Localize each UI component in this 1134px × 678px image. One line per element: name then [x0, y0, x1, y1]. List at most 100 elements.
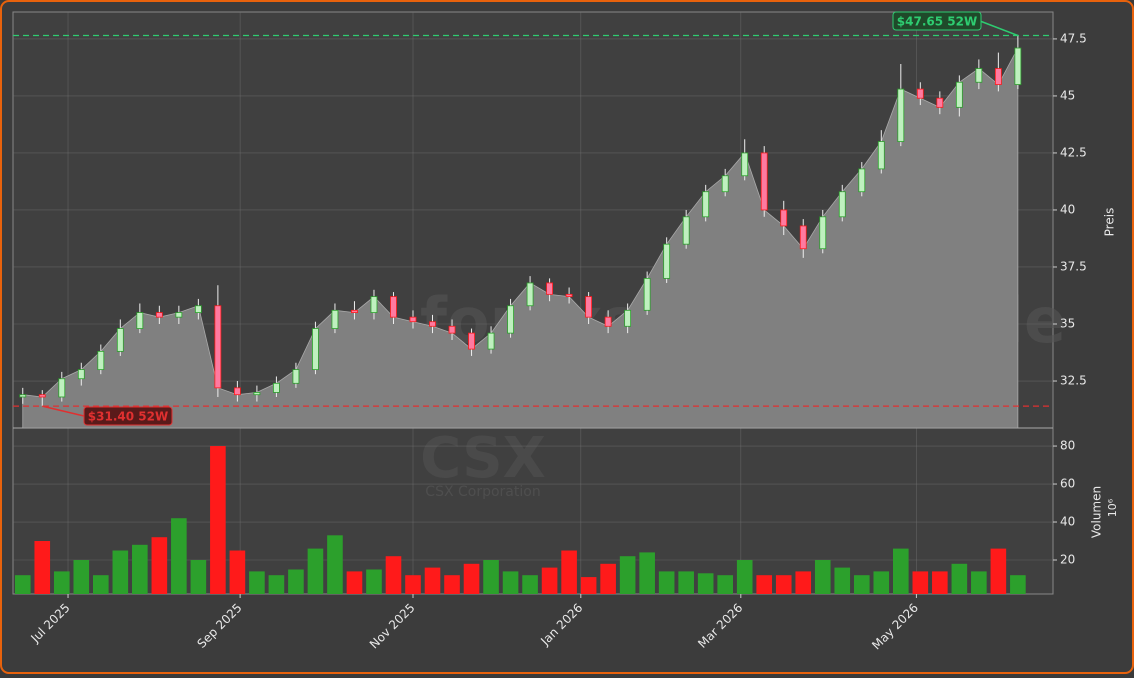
- y-tick-label: 47.5: [1060, 31, 1087, 45]
- candle-body: [507, 305, 514, 334]
- candle-body: [370, 296, 378, 313]
- volume-bar: [53, 571, 70, 594]
- candle-body: [155, 312, 163, 318]
- candle-body: [116, 328, 124, 352]
- y2-scale-label: 10⁶: [1106, 498, 1119, 517]
- candle-body: [273, 382, 280, 393]
- volume-bar: [249, 571, 265, 594]
- candle-body: [994, 68, 1002, 85]
- candle-body: [331, 309, 339, 329]
- candle-body: [38, 394, 46, 398]
- volume-bar: [932, 571, 948, 594]
- candle-body: [819, 216, 827, 250]
- volume-bar: [678, 571, 694, 594]
- volume-bar: [502, 571, 519, 594]
- candle-body: [19, 394, 27, 398]
- y2-tick-label: 20: [1060, 553, 1075, 567]
- volume-bar: [541, 567, 558, 594]
- candle-body: [897, 88, 905, 142]
- y-tick-label: 40: [1060, 202, 1075, 216]
- y2-axis-label: Volumen: [1090, 486, 1104, 538]
- volume-bar: [112, 550, 129, 594]
- candle-body: [351, 309, 358, 313]
- candle-body: [233, 387, 241, 396]
- candle-body: [526, 282, 534, 307]
- volume-bar: [990, 548, 1007, 594]
- volume-bar: [210, 446, 226, 594]
- candle-body: [292, 369, 300, 384]
- candle-body: [194, 305, 202, 313]
- volume-bar: [834, 567, 851, 594]
- volume-bar: [327, 535, 343, 594]
- volume-bar: [717, 575, 733, 594]
- candle-body: [955, 81, 963, 108]
- candle-body: [682, 216, 690, 245]
- candle-body: [799, 225, 807, 250]
- volume-bar: [853, 575, 870, 594]
- volume-bar: [600, 563, 616, 594]
- candle-body: [175, 312, 183, 318]
- volume-bar: [73, 560, 90, 594]
- volume-bar: [912, 571, 929, 594]
- y-tick-label: 42.5: [1060, 145, 1087, 159]
- candle-body: [877, 141, 885, 170]
- volume-bar: [444, 575, 460, 594]
- candle-body: [136, 312, 144, 329]
- candle-body: [429, 321, 436, 327]
- candle-body: [702, 191, 710, 218]
- volume-bar: [151, 537, 168, 594]
- volume-bar: [229, 550, 246, 594]
- candle-body: [409, 316, 417, 323]
- candle-body: [1014, 47, 1022, 85]
- candle-body: [214, 305, 222, 389]
- candle-body: [487, 332, 495, 350]
- volume-bar: [522, 575, 538, 594]
- candle-body: [760, 152, 768, 211]
- y2-tick-label: 80: [1060, 439, 1075, 453]
- volume-bar: [893, 548, 909, 594]
- volume-bar: [795, 571, 812, 594]
- volume-bar: [619, 556, 636, 594]
- volume-bar: [756, 575, 773, 594]
- volume-bar: [951, 563, 968, 594]
- volume-bar: [736, 560, 753, 594]
- y-tick-label: 45: [1060, 88, 1075, 102]
- volume-bar: [132, 544, 148, 594]
- volume-bar: [190, 560, 207, 594]
- candle-body: [585, 296, 593, 318]
- volume-bar: [405, 575, 421, 594]
- volume-bar: [366, 569, 382, 594]
- volume-bar: [268, 575, 285, 594]
- candle-body: [565, 293, 573, 298]
- volume-bar: [14, 575, 31, 594]
- company-watermark: CSX Corporation: [425, 484, 540, 500]
- volume-bar: [775, 575, 792, 594]
- volume-bar: [171, 518, 187, 594]
- candle-body: [721, 175, 729, 193]
- y-tick-label: 32.5: [1060, 374, 1087, 388]
- candle-body: [312, 328, 319, 371]
- candle-body: [390, 296, 397, 318]
- candle-body: [838, 191, 846, 218]
- volume-bar: [580, 577, 597, 594]
- volume-bar: [971, 571, 987, 594]
- volume-bar: [463, 563, 480, 594]
- candle-body: [916, 88, 924, 99]
- candle-body: [936, 97, 944, 108]
- candle-body: [624, 309, 632, 327]
- volume-bar: [814, 560, 831, 594]
- level-label: $47.65 52W: [897, 15, 977, 29]
- candle-body: [448, 325, 456, 334]
- y-tick-label: 35: [1060, 317, 1075, 331]
- candle-body: [546, 282, 553, 295]
- candle-body: [58, 378, 66, 398]
- volume-bar: [658, 571, 675, 594]
- volume-bar: [1010, 575, 1026, 594]
- candle-body: [975, 68, 983, 83]
- candle-body: [858, 168, 866, 193]
- volume-bar: [385, 556, 402, 594]
- volume-bar: [346, 571, 363, 594]
- candle-body: [780, 209, 788, 227]
- volume-bar: [307, 548, 324, 594]
- volume-bar: [93, 575, 109, 594]
